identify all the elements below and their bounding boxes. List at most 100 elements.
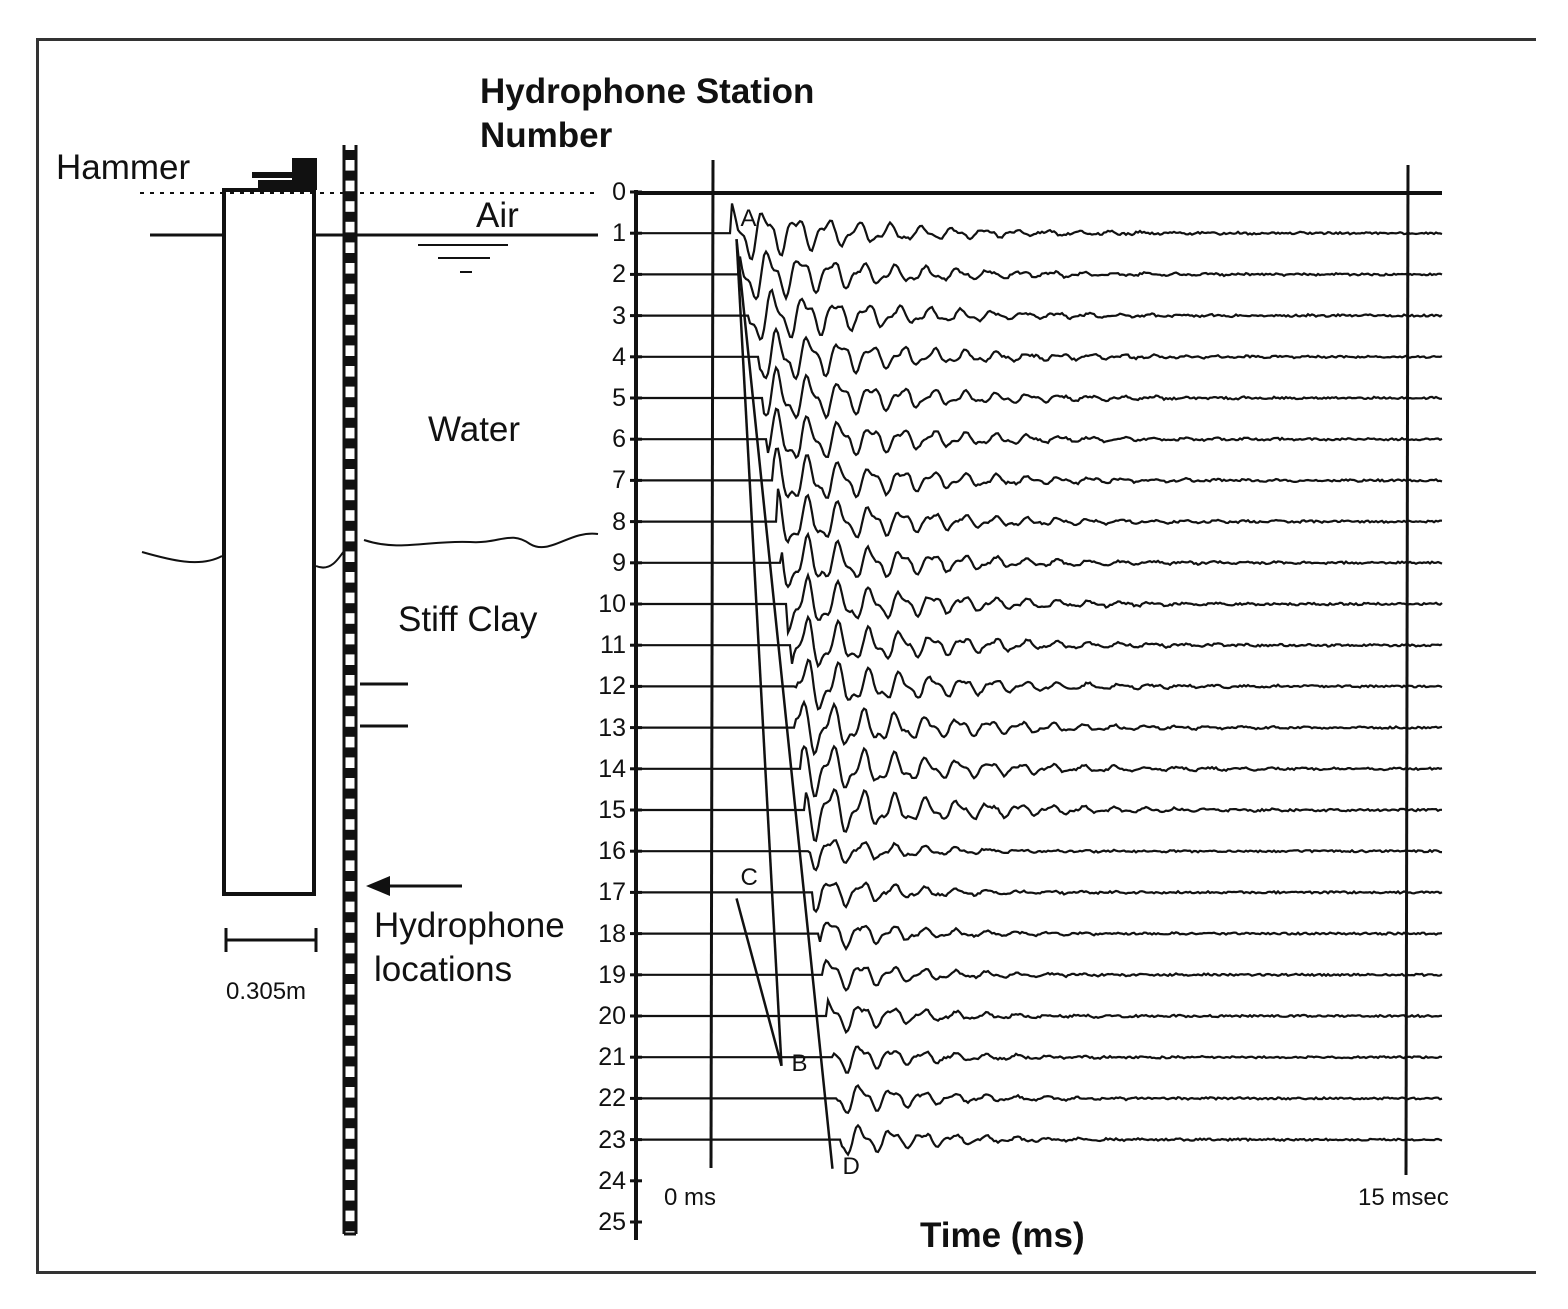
hydrophone-marker [344, 644, 356, 655]
y-tick-label: 7 [612, 466, 626, 495]
hydrophone-marker [344, 438, 356, 449]
y-tick-label: 11 [600, 631, 626, 660]
hydrophone-locations-label: Hydrophone locations [374, 904, 565, 992]
hydrophone-marker [344, 829, 356, 840]
hammer-icon [252, 158, 317, 190]
trace-line [640, 788, 1442, 843]
pile [222, 188, 316, 896]
y-tick-label: 10 [598, 590, 626, 618]
hydrophone-marker [344, 150, 356, 160]
hydrophone-marker [344, 170, 356, 181]
trace-line [640, 407, 1443, 460]
y-tick-label: 19 [598, 960, 626, 989]
trace-line [640, 447, 1443, 499]
y-tick-label: 17 [598, 878, 626, 907]
annotation-c: C [740, 864, 758, 892]
chart-title: Hydrophone Station Number [480, 70, 814, 158]
hydrophone-marker [344, 1056, 356, 1067]
hydrophone-marker [344, 520, 356, 531]
y-tick-label: 2 [612, 260, 626, 289]
trace-line [640, 921, 1443, 952]
hydrophone-marker [344, 850, 356, 861]
hydrophone-marker [344, 335, 356, 346]
y-tick-label: 24 [598, 1166, 626, 1195]
x-tick-15: 15 msec [1358, 1184, 1449, 1211]
hydrophone-marker [344, 211, 356, 222]
hydrophone-marker [344, 726, 356, 737]
hydrophone-marker [344, 891, 356, 902]
hydrophone-marker [344, 479, 356, 490]
annotation-a: A [740, 205, 757, 233]
hydrophone-marker [344, 1221, 356, 1232]
hydrophone-marker [344, 500, 356, 511]
hydrophone-marker [344, 912, 356, 923]
hydrophone-label-line-2: locations [374, 950, 513, 989]
hydrophone-label-line-1: Hydrophone [374, 906, 565, 945]
hydrophone-marker [344, 665, 356, 675]
y-tick-label: 8 [612, 507, 626, 536]
y-tick-label: 12 [598, 672, 626, 701]
hydrophone-marker [344, 294, 356, 305]
scale-label: 0.305m [226, 978, 307, 1005]
trace-line [640, 744, 1443, 798]
hydrophone-marker [344, 809, 356, 820]
hydrophone-marker [344, 541, 356, 552]
stiff-clay-label: Stiff Clay [398, 600, 538, 639]
end-time-line [1404, 164, 1410, 1176]
hydrophone-marker [344, 685, 356, 696]
trace-line [640, 571, 1443, 637]
trace-line [640, 249, 1443, 302]
hammer-label: Hammer [56, 148, 191, 187]
hydrophone-marker [344, 706, 356, 717]
water-label: Water [428, 410, 521, 449]
trace-line [640, 658, 1443, 711]
hydrophone-marker [344, 788, 356, 799]
hydrophone-marker [344, 1077, 356, 1087]
hydrophone-marker [344, 191, 356, 202]
hydrophone-marker [344, 994, 356, 1005]
arrival-line [735, 239, 783, 1066]
trace-line [640, 699, 1443, 757]
y-tick-label: 21 [598, 1043, 626, 1072]
hydrophone-marker [344, 562, 356, 572]
scale-bar [224, 928, 318, 952]
arrival-lines [735, 239, 834, 1169]
hydrophone-marker [344, 417, 356, 428]
y-tick-label: 4 [612, 342, 626, 371]
hydrophone-marker [344, 974, 356, 984]
hydrophone-marker [344, 376, 356, 387]
mudline-right [315, 532, 599, 569]
hydrophone-marker [344, 1035, 356, 1046]
y-tick-label: 18 [598, 919, 626, 948]
trace-line [640, 1045, 1443, 1074]
trace-line [640, 1123, 1443, 1157]
water-level-icon [418, 244, 508, 273]
y-tick-label: 6 [612, 425, 626, 454]
hydrophone-marker [344, 747, 356, 758]
hydrophone-marker [344, 603, 356, 614]
mudline [141, 551, 223, 564]
y-tick-label: 20 [598, 1002, 626, 1030]
hydrophone-marker [344, 932, 356, 943]
trace-line [640, 365, 1443, 420]
trace-line [640, 288, 1443, 342]
figure-frame [36, 38, 1536, 1274]
trace-line [640, 203, 1443, 261]
y-tick-label: 25 [598, 1208, 626, 1236]
y-tick-label: 5 [612, 384, 626, 412]
hydrophone-marker [344, 623, 356, 634]
hydrophone-marker [344, 1015, 356, 1026]
arrival-line [735, 898, 783, 1067]
hydrophone-marker [344, 871, 356, 881]
hydrophone-marker [344, 314, 356, 325]
y-tick-label: 15 [598, 796, 626, 824]
y-tick-label: 23 [598, 1125, 626, 1154]
trace-line [640, 839, 1443, 872]
hydrophone-marker [344, 459, 356, 469]
annotation-b: B [791, 1049, 808, 1077]
trace-line [640, 996, 1443, 1035]
hydrophone-marker [344, 232, 356, 243]
trace-line [640, 488, 1443, 545]
y-tick-label: 0 [612, 178, 626, 206]
